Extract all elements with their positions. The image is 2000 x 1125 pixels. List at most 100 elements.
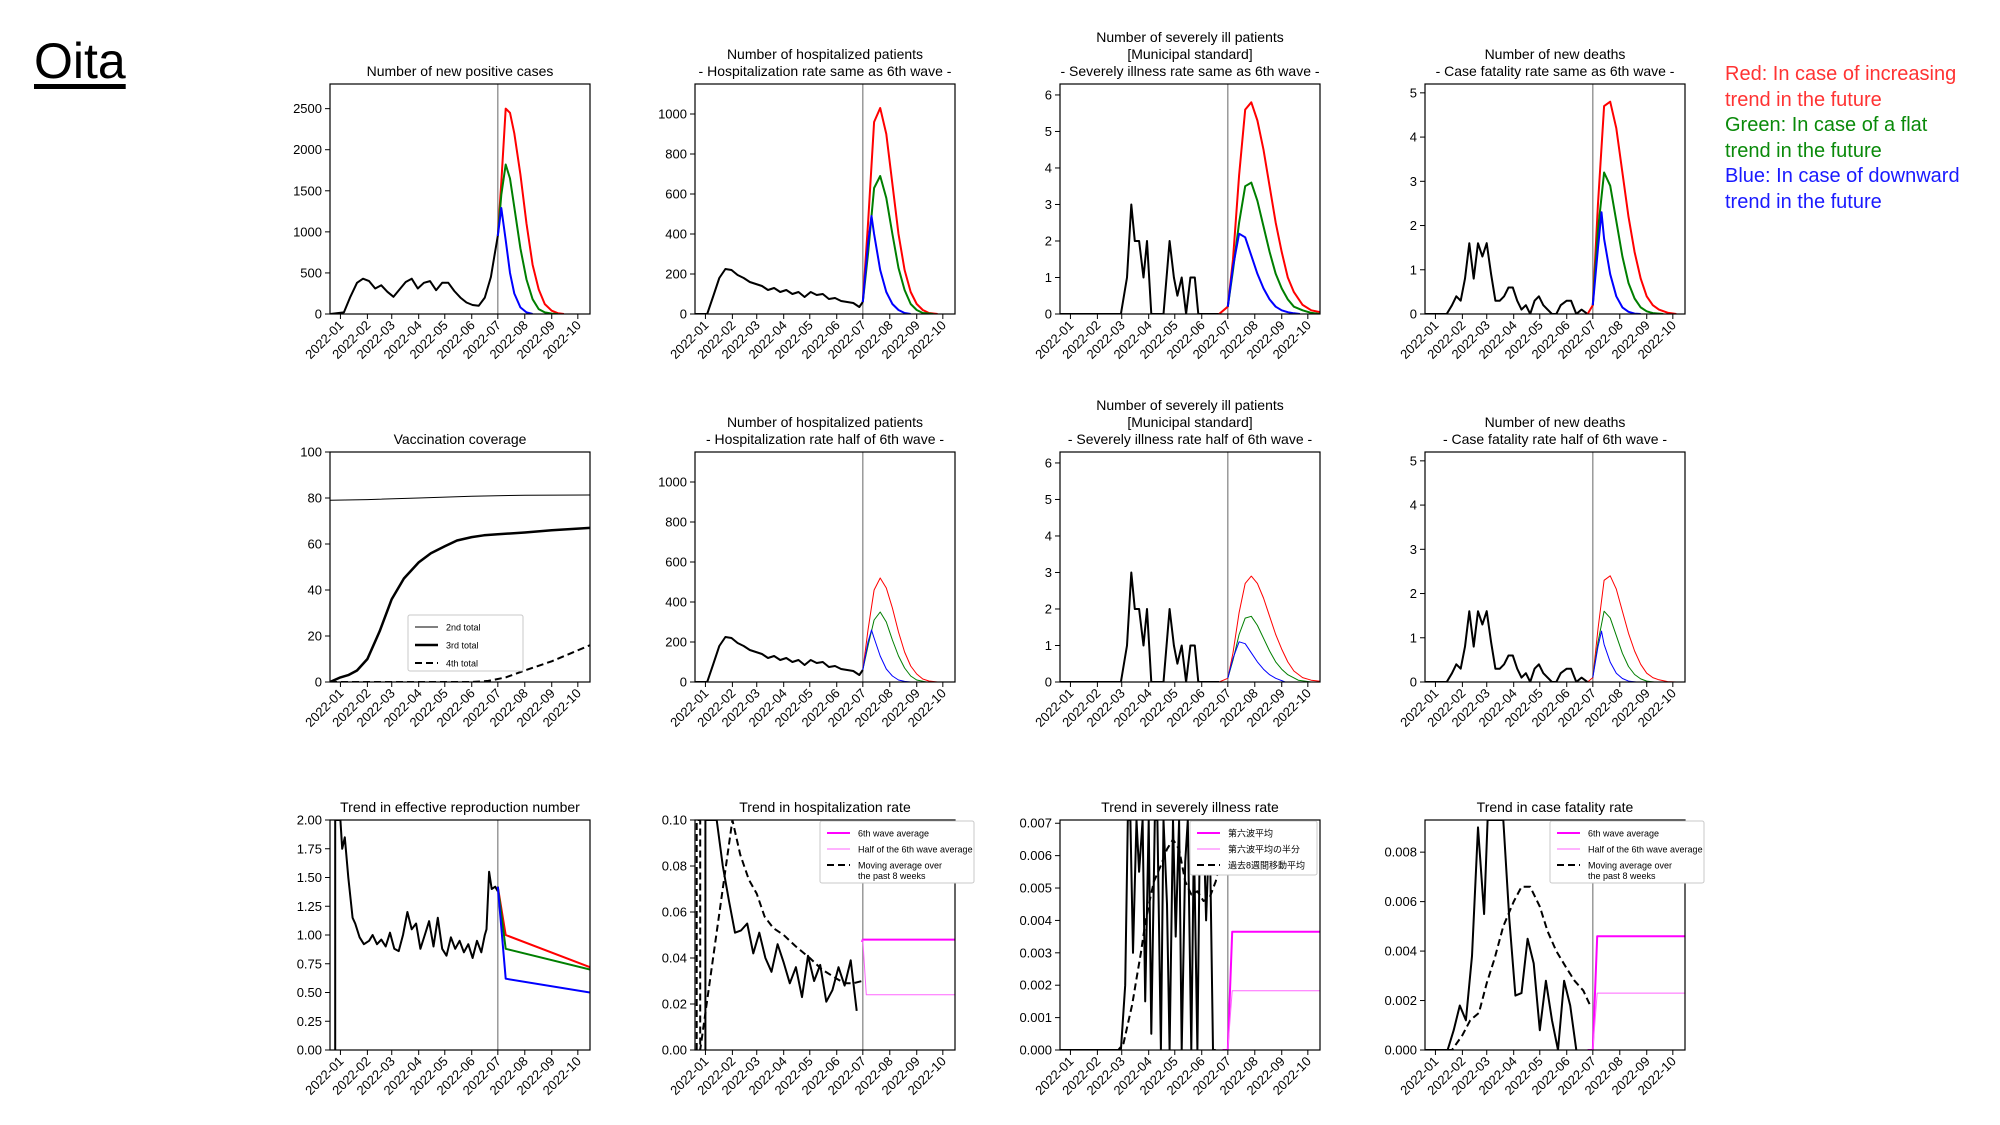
legend-label: Moving average over [1588,861,1672,871]
plot-frame [329,83,591,315]
chart-title-line: Trend in case fatality rate [1477,799,1634,815]
y-tick-label: 0.50 [297,985,322,1000]
y-tick-label: 2.00 [297,813,322,828]
series-line-red-1 [861,107,938,314]
series-line-black-0 [1425,242,1589,314]
plot-area [330,494,590,682]
series-line-blue-3 [1591,211,1641,314]
y-tick-label: 1.50 [297,870,322,885]
series-line-red-1 [496,107,565,314]
legend-red-line-1: Red: In case of increasing [1725,63,1957,85]
legend-frame [1549,820,1705,884]
legend-label: Moving average over [858,861,942,871]
y-tick-label: 1000 [658,107,687,122]
series-line-red-1 [862,577,938,682]
y-tick-label: 0.000 [1384,1043,1417,1058]
legend-label: 第六波平均の半分 [1228,844,1300,855]
y-tick-label: 1000 [293,224,322,239]
y-tick-label: 4 [1045,160,1052,175]
series-line-black-0 [1060,820,1216,1050]
y-tick-label: 1.00 [297,928,322,943]
series-line-black-0 [704,820,858,1050]
series-line-blue-3 [496,886,590,994]
chart-deaths-half: Number of new deaths- Case fatality rate… [1397,414,1686,730]
y-tick-label: 2 [1045,601,1052,616]
series-line-blue-3 [862,629,911,682]
legend-red-line-2: trend in the future [1725,88,1882,111]
chart-title-line: - Hospitalization rate half of 6th wave … [706,431,944,447]
legend-green-line-1: Green: In case of a flat [1725,114,1928,136]
chart-title-line: Number of severely ill patients [1096,29,1284,45]
series-line-light_magenta-3 [862,939,955,996]
y-tick-label: 2500 [293,101,322,116]
y-tick-label: 0.004 [1019,913,1052,928]
y-tick-label: 6 [1045,87,1052,102]
y-tick-label: 1 [1045,270,1052,285]
series-line-red-1 [1218,575,1320,682]
y-tick-label: 1 [1410,630,1417,645]
chart-title-line: Trend in severely illness rate [1101,799,1279,815]
y-tick-label: 5 [1045,492,1052,507]
chart-title-line: Number of severely ill patients [1096,397,1284,413]
series-line-black-0 [330,494,590,501]
legend-label: Half of the 6th wave average [1588,845,1703,855]
y-tick-label: 100 [300,445,322,460]
chart-title-line: - Case fatality rate same as 6th wave - [1436,63,1675,79]
series-line-blue-3 [1592,630,1637,682]
chart-legend: 6th wave average Half of the 6th wave ave… [819,820,975,884]
chart-new-cases: Number of new positive cases 0 500 1000 1500… [293,63,591,362]
y-tick-label: 1 [1410,262,1417,277]
plot-frame [1424,451,1686,683]
legend-green-line-2: trend in the future [1725,139,1882,162]
chart-title-line: Number of hospitalized patients [727,414,923,430]
y-tick-label: 0.04 [662,951,687,966]
series-line-black-1 [1425,885,1592,1050]
chart-title-line: - Severely illness rate half of 6th wave… [1068,431,1313,447]
series-line-magenta-2 [1222,930,1320,1050]
y-tick-label: 20 [308,629,322,644]
y-tick-label: 0 [1045,307,1052,322]
y-tick-label: 2000 [293,142,322,157]
y-tick-label: 3 [1410,174,1417,189]
y-tick-label: 0 [1410,307,1417,322]
chart-severe-rate: Trend in severely illness rate 0.000 0.001… [1019,799,1321,1098]
y-tick-label: 200 [665,635,687,650]
plot-frame [694,819,956,1051]
plot-frame [694,83,956,315]
plot-frame [1424,819,1686,1051]
chart-title-line: - Severely illness rate same as 6th wave… [1060,63,1319,79]
y-tick-label: 1 [1045,638,1052,653]
y-tick-label: 0.005 [1019,881,1052,896]
y-tick-label: 400 [665,595,687,610]
legend-label: 過去8週間移動平均 [1228,860,1305,871]
chart-title-line: Number of new positive cases [367,63,554,79]
series-line-green-2 [1592,610,1655,682]
y-tick-label: 2 [1410,218,1417,233]
chart-cfr: Trend in case fatality rate 0.000 0.002 0.0… [1384,799,1705,1098]
y-tick-label: 0 [680,675,687,690]
chart-legend: 6th wave average Half of the 6th wave ave… [1549,820,1705,884]
series-line-blue-3 [1227,641,1286,682]
legend-label: 6th wave average [858,829,929,839]
chart-title-line: Trend in effective reproduction number [340,799,580,815]
y-tick-label: 3 [1045,197,1052,212]
series-line-black-0 [1425,610,1589,682]
y-tick-label: 1.25 [297,899,322,914]
y-tick-label: 0 [1045,675,1052,690]
y-tick-label: 0 [315,675,322,690]
legend-blue-line-2: trend in the future [1725,190,1882,213]
series-line-green-2 [862,611,927,682]
y-tick-label: 1.75 [297,841,322,856]
y-tick-label: 5 [1410,85,1417,100]
plot-frame [1059,819,1321,1051]
y-tick-label: 0.25 [297,1014,322,1029]
plot-frame [1059,83,1321,315]
y-tick-label: 1000 [658,475,687,490]
series-line-black-1 [1060,838,1223,1050]
series-line-blue-3 [861,215,911,314]
series-line-light_magenta-3 [1592,992,1685,1050]
y-tick-label: 0.003 [1019,945,1052,960]
legend-label: Half of the 6th wave average [858,845,973,855]
y-tick-label: 3 [1045,565,1052,580]
